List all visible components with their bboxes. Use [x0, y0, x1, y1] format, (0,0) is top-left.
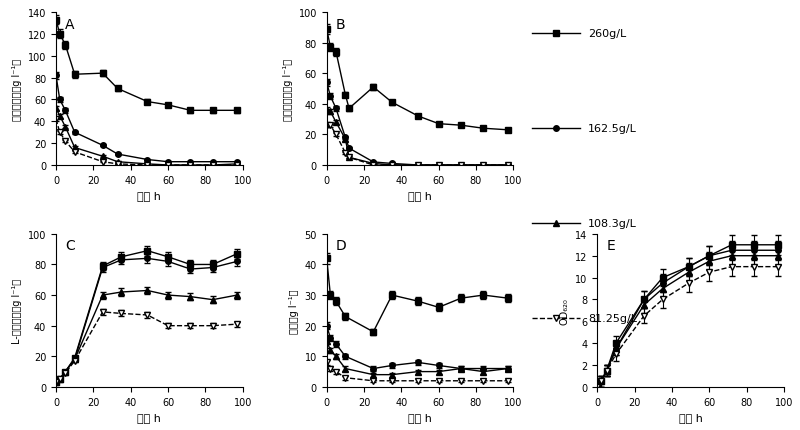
- Text: 108.3g/L: 108.3g/L: [588, 218, 637, 229]
- Y-axis label: 还原糖浓度（g l⁻¹）: 还原糖浓度（g l⁻¹）: [12, 58, 22, 120]
- X-axis label: 时间 h: 时间 h: [408, 191, 432, 201]
- Text: B: B: [336, 18, 346, 31]
- X-axis label: 时间 h: 时间 h: [138, 412, 162, 422]
- X-axis label: 时间 h: 时间 h: [678, 412, 702, 422]
- X-axis label: 时间 h: 时间 h: [408, 412, 432, 422]
- Y-axis label: 葡萄糖浓度（g l⁻¹）: 葡萄糖浓度（g l⁻¹）: [283, 58, 293, 120]
- Text: A: A: [66, 18, 75, 31]
- Text: C: C: [66, 239, 75, 253]
- Y-axis label: 木糖（g l⁻¹）: 木糖（g l⁻¹）: [289, 289, 299, 333]
- Y-axis label: L-乳酸浓度（g l⁻¹）: L-乳酸浓度（g l⁻¹）: [12, 278, 22, 343]
- Text: D: D: [336, 239, 346, 253]
- Y-axis label: OD₆₂₀: OD₆₂₀: [560, 297, 570, 324]
- X-axis label: 时间 h: 时间 h: [138, 191, 162, 201]
- Text: 81.25g/L: 81.25g/L: [588, 313, 637, 323]
- Text: 260g/L: 260g/L: [588, 29, 626, 40]
- Text: 162.5g/L: 162.5g/L: [588, 124, 637, 134]
- Text: E: E: [606, 239, 615, 253]
